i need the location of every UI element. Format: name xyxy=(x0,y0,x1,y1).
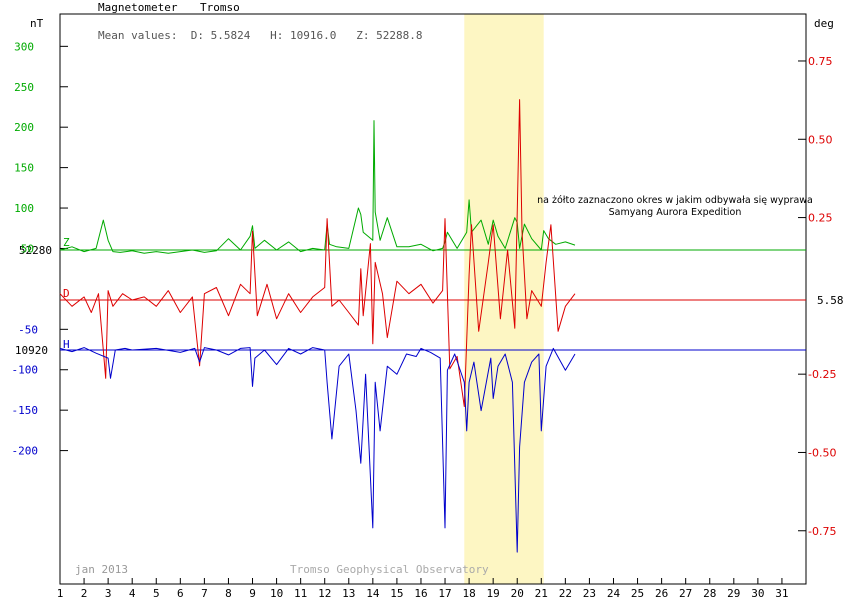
x-tick-label: 25 xyxy=(631,587,644,600)
x-tick-label: 21 xyxy=(535,587,548,600)
h-baseline-label: 10920 xyxy=(15,344,48,357)
x-tick-label: 12 xyxy=(318,587,331,600)
left-tick-label: 50 xyxy=(21,242,34,255)
x-tick-label: 24 xyxy=(607,587,621,600)
right-tick-label: -0.50 xyxy=(808,446,836,459)
x-tick-label: 6 xyxy=(177,587,184,600)
d-series-line xyxy=(59,99,576,407)
month-label: jan 2013 xyxy=(75,563,128,576)
right-tick-label: -0.75 xyxy=(808,525,836,538)
left-tick-label: 200 xyxy=(14,121,34,134)
x-tick-label: 11 xyxy=(294,587,307,600)
d-series-tag: D xyxy=(63,287,70,300)
right-tick-label: 0.50 xyxy=(808,133,833,146)
left-tick-label: 300 xyxy=(14,40,34,53)
annotation-line-1: na żółto zaznaczono okres w jakim odbywa… xyxy=(537,195,813,206)
plot-frame xyxy=(59,13,807,585)
x-tick-label: 15 xyxy=(390,587,403,600)
left-tick-label: 150 xyxy=(14,162,34,175)
annotation-line-2: Samyang Aurora Expedition xyxy=(609,207,742,218)
left-tick-label: -150 xyxy=(12,404,39,417)
x-tick-label: 10 xyxy=(270,587,283,600)
z-series-tag: Z xyxy=(63,236,70,249)
x-tick-label: 30 xyxy=(751,587,764,600)
right-tick-label: 0.75 xyxy=(808,55,833,68)
left-tick-label: -200 xyxy=(12,445,39,458)
x-tick-label: 29 xyxy=(727,587,740,600)
right-tick-label: 0.25 xyxy=(808,212,833,225)
instrument-title: Magnetometer xyxy=(98,1,178,14)
h-series-tag: H xyxy=(63,338,70,351)
x-tick-label: 28 xyxy=(703,587,716,600)
x-tick-label: 19 xyxy=(487,587,500,600)
x-tick-label: 1 xyxy=(57,587,64,600)
z-baseline-label: 52280 xyxy=(19,244,52,257)
x-tick-label: 7 xyxy=(201,587,208,600)
x-tick-label: 14 xyxy=(366,587,380,600)
x-tick-label: 5 xyxy=(153,587,160,600)
x-tick-label: 2 xyxy=(81,587,88,600)
left-tick-label: -50 xyxy=(18,323,38,336)
h-series-line xyxy=(59,347,576,553)
x-tick-label: 20 xyxy=(511,587,524,600)
left-tick-label: -100 xyxy=(12,364,39,377)
x-tick-label: 31 xyxy=(775,587,788,600)
x-tick-label: 3 xyxy=(105,587,112,600)
left-tick-label: 250 xyxy=(14,81,34,94)
right-tick-label: -0.25 xyxy=(808,368,836,381)
x-tick-label: 8 xyxy=(225,587,232,600)
source-label: Tromso Geophysical Observatory xyxy=(290,563,489,576)
d-baseline-label: 5.58 xyxy=(817,294,844,307)
station-title: Tromso xyxy=(200,1,240,14)
x-tick-label: 18 xyxy=(462,587,475,600)
x-tick-label: 22 xyxy=(559,587,572,600)
z-series-line xyxy=(59,120,576,254)
x-tick-label: 13 xyxy=(342,587,355,600)
left-tick-label: 100 xyxy=(14,202,34,215)
x-tick-label: 9 xyxy=(249,587,256,600)
mean-values-text: Mean values: D: 5.5824 H: 10916.0 Z: 522… xyxy=(98,29,423,42)
x-tick-label: 27 xyxy=(679,587,692,600)
x-tick-label: 17 xyxy=(438,587,451,600)
left-unit-label: nT xyxy=(30,17,44,30)
right-unit-label: deg xyxy=(814,17,834,30)
x-tick-label: 23 xyxy=(583,587,596,600)
x-tick-label: 16 xyxy=(414,587,427,600)
x-tick-label: 4 xyxy=(129,587,136,600)
x-tick-label: 26 xyxy=(655,587,668,600)
